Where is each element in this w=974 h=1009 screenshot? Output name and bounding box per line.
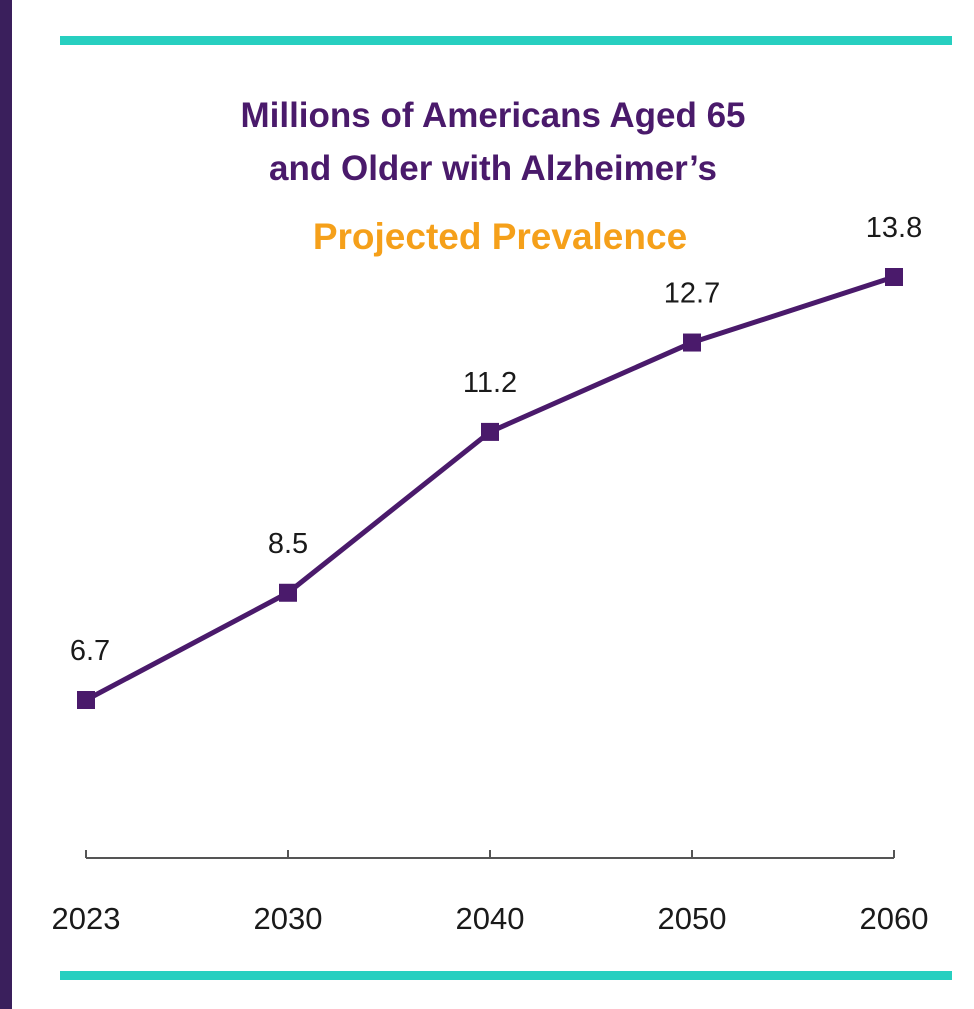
- data-label-2050: 12.7: [664, 278, 720, 310]
- chart-title-line-2: and Older with Alzheimer’s: [269, 149, 717, 188]
- chart-title-line-1: Millions of Americans Aged 65: [240, 96, 746, 135]
- data-point-2030: [279, 583, 297, 602]
- series-line: [84, 274, 895, 703]
- x-tick-label-2030: 2030: [254, 901, 323, 936]
- top-rule: [60, 36, 952, 45]
- line-chart: 2023 2030 2040 2050 2060 6.7 8.5 11.2 12.7 13.8: [52, 212, 929, 936]
- x-tick-label-2060: 2060: [860, 901, 929, 936]
- data-point-2023: [77, 691, 95, 709]
- chart-subtitle: Projected Prevalence: [312, 216, 688, 257]
- data-point-2050: [683, 333, 701, 352]
- x-tick-label-2023: 2023: [52, 901, 121, 936]
- bottom-rule: [60, 971, 952, 980]
- data-label-2040: 11.2: [463, 367, 517, 399]
- chart-frame: Millions of Americans Aged 65 and Older …: [12, 0, 974, 1009]
- data-label-2030: 8.5: [268, 528, 308, 560]
- data-point-2060: [885, 268, 903, 286]
- data-label-2060: 13.8: [866, 212, 922, 244]
- data-label-2023: 6.7: [70, 635, 110, 667]
- x-tick-label-2050: 2050: [658, 901, 727, 936]
- data-point-2040: [481, 422, 499, 441]
- x-tick-label-2040: 2040: [456, 901, 525, 936]
